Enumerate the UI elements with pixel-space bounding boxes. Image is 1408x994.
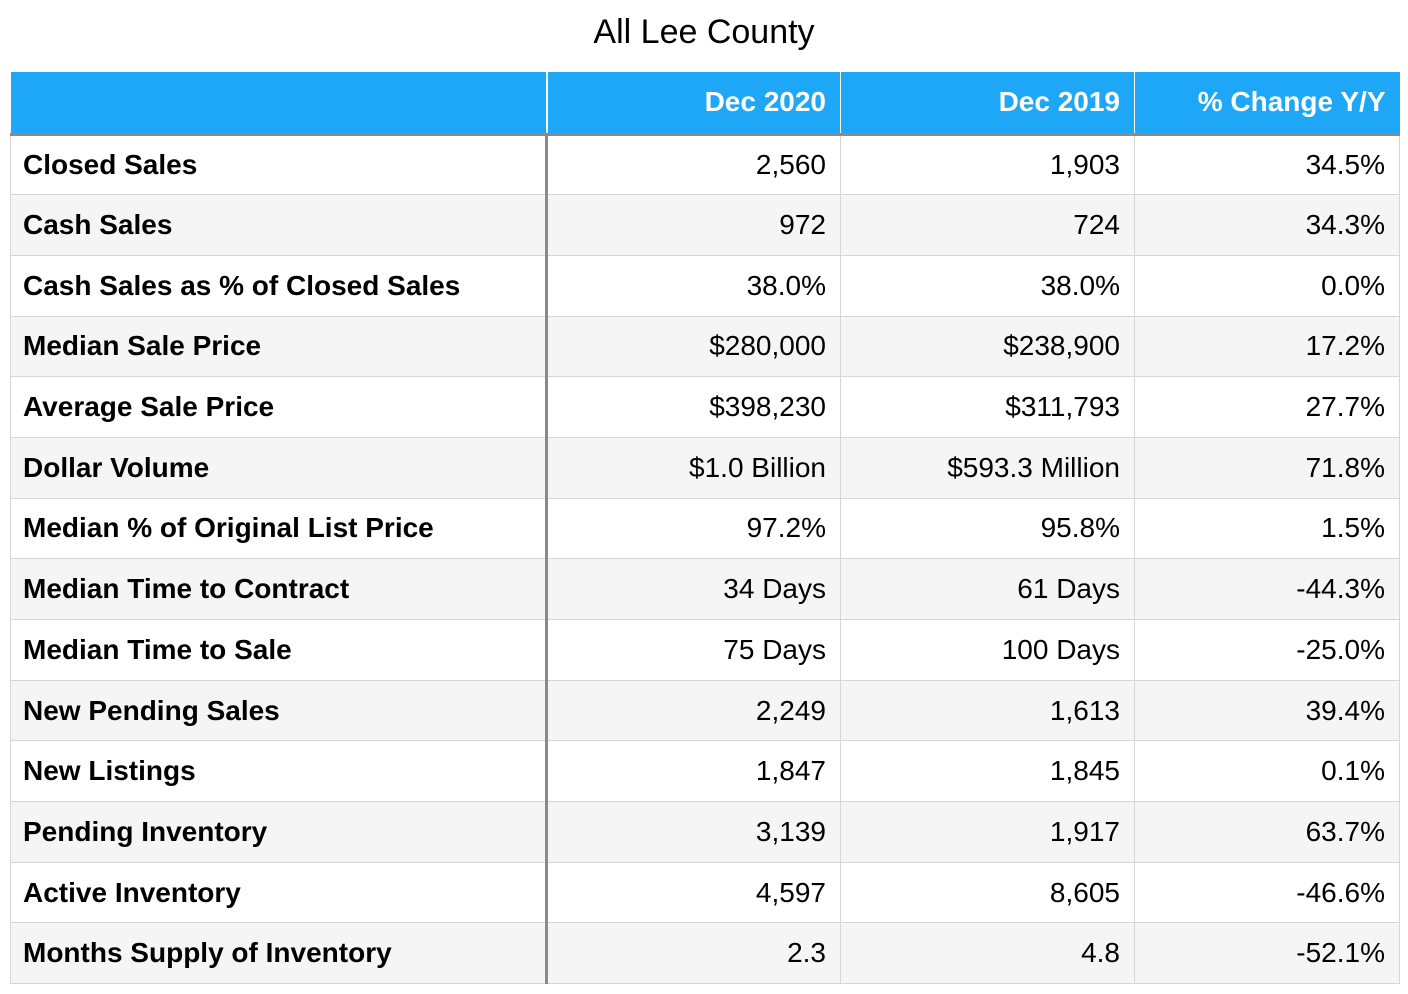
header-metric — [10, 72, 548, 136]
metric-label: Median % of Original List Price — [10, 498, 548, 560]
table-row: Median Time to Sale 75 Days 100 Days -25… — [10, 619, 1400, 681]
value-dec-2019: 100 Days — [840, 619, 1135, 681]
value-dec-2019: 1,917 — [840, 801, 1135, 863]
value-change: 0.1% — [1134, 740, 1400, 803]
value-dec-2019: 1,845 — [840, 740, 1135, 803]
value-dec-2020: $1.0 Billion — [546, 437, 841, 499]
metric-label: New Listings — [10, 740, 548, 803]
market-stats-table: Dec 2020 Dec 2019 % Change Y/Y Closed Sa… — [10, 72, 1400, 985]
table-row: Active Inventory 4,597 8,605 -46.6% — [10, 862, 1400, 924]
value-dec-2020: 4,597 — [546, 862, 841, 924]
value-dec-2019: $311,793 — [840, 376, 1135, 438]
metric-label: Cash Sales as % of Closed Sales — [10, 255, 548, 317]
value-dec-2020: 97.2% — [546, 498, 841, 560]
header-dec-2020: Dec 2020 — [546, 72, 841, 136]
table-row: Closed Sales 2,560 1,903 34.5% — [10, 134, 1400, 196]
table-row: Median Time to Contract 34 Days 61 Days … — [10, 558, 1400, 620]
metric-label: Cash Sales — [10, 194, 548, 256]
value-dec-2019: 1,903 — [840, 134, 1135, 196]
value-change: 17.2% — [1134, 316, 1400, 378]
value-change: 27.7% — [1134, 376, 1400, 438]
value-dec-2020: $280,000 — [546, 316, 841, 378]
table-row: New Pending Sales 2,249 1,613 39.4% — [10, 680, 1400, 742]
header-change: % Change Y/Y — [1134, 72, 1400, 136]
value-dec-2020: 34 Days — [546, 558, 841, 620]
value-dec-2019: $238,900 — [840, 316, 1135, 378]
value-dec-2020: 3,139 — [546, 801, 841, 863]
metric-label: Months Supply of Inventory — [10, 922, 548, 985]
value-dec-2019: 38.0% — [840, 255, 1135, 317]
value-dec-2020: 75 Days — [546, 619, 841, 681]
table-row: Median % of Original List Price 97.2% 95… — [10, 498, 1400, 560]
table-row: Pending Inventory 3,139 1,917 63.7% — [10, 801, 1400, 863]
header-dec-2019: Dec 2019 — [840, 72, 1135, 136]
table-row: Cash Sales as % of Closed Sales 38.0% 38… — [10, 255, 1400, 317]
metric-label: Average Sale Price — [10, 376, 548, 438]
value-dec-2020: 38.0% — [546, 255, 841, 317]
metric-label: New Pending Sales — [10, 680, 548, 742]
table-row: Average Sale Price $398,230 $311,793 27.… — [10, 376, 1400, 438]
value-dec-2019: 95.8% — [840, 498, 1135, 560]
page-title: All Lee County — [593, 13, 815, 51]
value-dec-2019: 61 Days — [840, 558, 1135, 620]
value-dec-2020: 972 — [546, 194, 841, 256]
metric-label: Dollar Volume — [10, 437, 548, 499]
value-dec-2019: 1,613 — [840, 680, 1135, 742]
metric-label: Median Time to Sale — [10, 619, 548, 681]
metric-label: Active Inventory — [10, 862, 548, 924]
value-dec-2020: 1,847 — [546, 740, 841, 803]
table-row: Months Supply of Inventory 2.3 4.8 -52.1… — [10, 922, 1400, 985]
value-dec-2019: 8,605 — [840, 862, 1135, 924]
value-dec-2020: 2.3 — [546, 922, 841, 985]
table-row: New Listings 1,847 1,845 0.1% — [10, 740, 1400, 803]
value-change: 34.5% — [1134, 134, 1400, 196]
value-dec-2020: 2,560 — [546, 134, 841, 196]
table-row: Dollar Volume $1.0 Billion $593.3 Millio… — [10, 437, 1400, 499]
value-change: -52.1% — [1134, 922, 1400, 985]
value-change: 1.5% — [1134, 498, 1400, 560]
value-dec-2019: 724 — [840, 194, 1135, 256]
metric-label: Closed Sales — [10, 134, 548, 196]
value-change: 71.8% — [1134, 437, 1400, 499]
value-change: -25.0% — [1134, 619, 1400, 681]
value-change: 63.7% — [1134, 801, 1400, 863]
metric-label: Median Time to Contract — [10, 558, 548, 620]
value-dec-2019: $593.3 Million — [840, 437, 1135, 499]
value-change: -44.3% — [1134, 558, 1400, 620]
header-row: Dec 2020 Dec 2019 % Change Y/Y — [10, 72, 1400, 136]
metric-label: Median Sale Price — [10, 316, 548, 378]
value-dec-2020: 2,249 — [546, 680, 841, 742]
value-change: 34.3% — [1134, 194, 1400, 256]
value-dec-2020: $398,230 — [546, 376, 841, 438]
metric-label: Pending Inventory — [10, 801, 548, 863]
table-row: Cash Sales 972 724 34.3% — [10, 194, 1400, 256]
value-change: -46.6% — [1134, 862, 1400, 924]
value-dec-2019: 4.8 — [840, 922, 1135, 985]
table-row: Median Sale Price $280,000 $238,900 17.2… — [10, 316, 1400, 378]
value-change: 0.0% — [1134, 255, 1400, 317]
value-change: 39.4% — [1134, 680, 1400, 742]
